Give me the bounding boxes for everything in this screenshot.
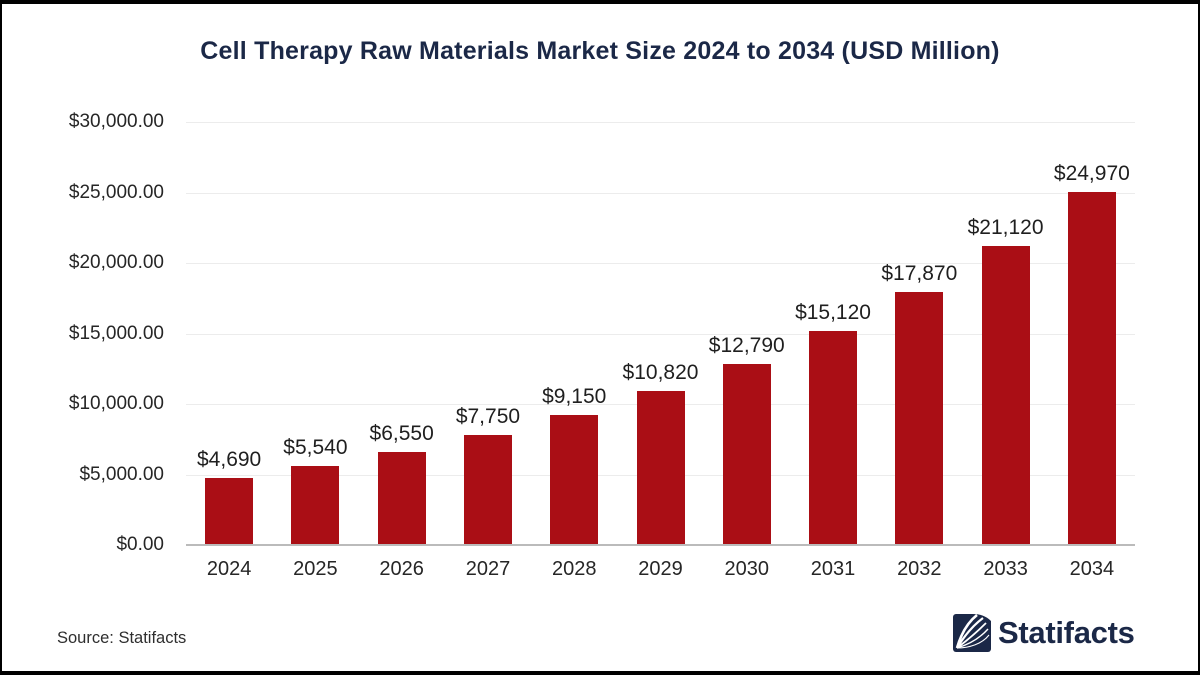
y-axis-labels: $0.00 $5,000.00 $10,000.00 $15,000.00 $20,00… [2, 111, 164, 555]
x-axis-labels: 2024 2025 2026 2027 2028 2029 2030 2031 2032 2033… [186, 557, 1135, 585]
x-tick-label: 2029 [638, 558, 683, 580]
bar-2027 [463, 434, 512, 544]
gridline [186, 333, 1135, 335]
y-tick-label: $30,000.00 [68, 111, 164, 132]
bar-value-label: $15,120 [795, 300, 871, 324]
y-tick-label: $25,000.00 [68, 181, 164, 203]
bar-2028 [550, 415, 599, 544]
bar-value-label: $9,150 [542, 385, 607, 408]
bar-value-label: $17,870 [881, 262, 958, 286]
bar-value-label: $4,690 [197, 447, 262, 471]
x-tick-label: 2027 [465, 558, 511, 580]
gridline [186, 263, 1135, 264]
x-tick-label: 2028 [551, 558, 597, 580]
bar-2025 [291, 465, 340, 544]
x-tick-label: 2024 [206, 558, 252, 580]
x-tick-label: 2030 [724, 558, 770, 580]
gridline [186, 192, 1135, 194]
x-tick-label: 2031 [810, 558, 856, 580]
y-tick-label: $0.00 [116, 534, 164, 555]
chart-title: Cell Therapy Raw Materials Market Size 2… [200, 37, 1000, 65]
bar-value-label: $10,820 [622, 361, 699, 385]
bar-value-label: $7,750 [455, 404, 521, 428]
bar-value-label: $21,120 [967, 216, 1044, 240]
statifacts-wordmark: Statifacts [998, 615, 1135, 650]
statifacts-logo-icon [953, 614, 991, 652]
bar-2030 [722, 363, 771, 544]
x-axis-line [186, 544, 1135, 546]
bar-2031 [809, 330, 858, 544]
bar-value-label: $24,970 [1053, 161, 1130, 185]
y-tick-label: $15,000.00 [68, 322, 164, 344]
y-tick-label: $20,000.00 [68, 252, 164, 273]
bar-2032 [895, 292, 944, 544]
bar-value-label: $6,550 [369, 421, 434, 445]
bar-2034 [1067, 191, 1116, 544]
y-tick-label: $10,000.00 [68, 393, 164, 414]
bar-2029 [636, 391, 685, 544]
x-tick-label: 2026 [379, 558, 424, 580]
x-tick-label: 2025 [293, 558, 338, 580]
bar-value-label: $5,540 [283, 435, 348, 459]
plot-area: $4,690 $5,540 $6,550 $7,750 $9,150 $10,820 $12… [186, 122, 1135, 546]
bar-2024 [205, 477, 254, 544]
bar-2033 [981, 246, 1030, 544]
x-tick-label: 2034 [1069, 558, 1115, 580]
y-tick-label: $5,000.00 [79, 463, 164, 485]
bar-value-label: $12,790 [708, 333, 785, 357]
statifacts-logo: Statifacts [953, 614, 1135, 652]
bar-2026 [377, 451, 426, 544]
gridline [186, 122, 1135, 123]
source-note: Source: Statifacts [57, 629, 187, 647]
x-tick-label: 2033 [983, 558, 1028, 580]
x-tick-label: 2032 [897, 558, 942, 580]
